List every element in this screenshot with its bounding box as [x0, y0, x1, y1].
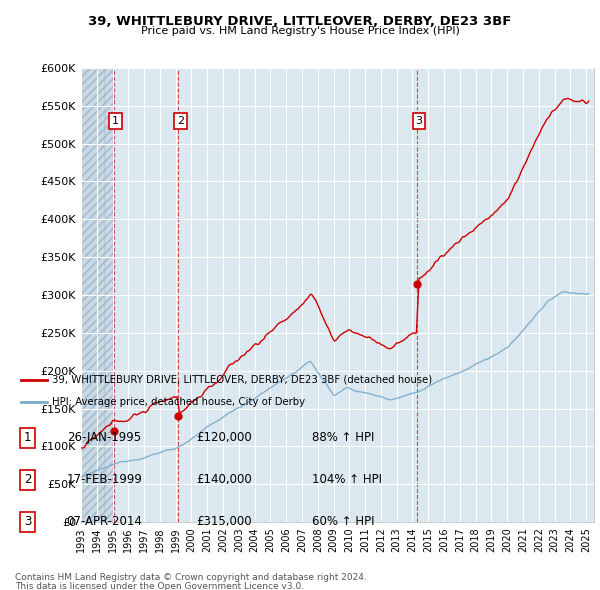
- Text: 1: 1: [24, 431, 31, 444]
- Text: 60% ↑ HPI: 60% ↑ HPI: [311, 515, 374, 528]
- Text: £140,000: £140,000: [196, 473, 252, 486]
- Bar: [104, 68, 113, 522]
- Text: Price paid vs. HM Land Registry's House Price Index (HPI): Price paid vs. HM Land Registry's House …: [140, 26, 460, 36]
- Text: £120,000: £120,000: [196, 431, 252, 444]
- Text: 26-JAN-1995: 26-JAN-1995: [67, 431, 141, 444]
- Text: This data is licensed under the Open Government Licence v3.0.: This data is licensed under the Open Gov…: [15, 582, 304, 590]
- Text: 3: 3: [24, 515, 31, 528]
- Text: 2: 2: [24, 473, 31, 486]
- Text: 39, WHITTLEBURY DRIVE, LITTLEOVER, DERBY, DE23 3BF: 39, WHITTLEBURY DRIVE, LITTLEOVER, DERBY…: [88, 15, 512, 28]
- Text: 104% ↑ HPI: 104% ↑ HPI: [311, 473, 382, 486]
- Text: 07-APR-2014: 07-APR-2014: [67, 515, 143, 528]
- Text: Contains HM Land Registry data © Crown copyright and database right 2024.: Contains HM Land Registry data © Crown c…: [15, 573, 367, 582]
- Text: 17-FEB-1999: 17-FEB-1999: [67, 473, 143, 486]
- Text: 2: 2: [177, 116, 184, 126]
- Text: 3: 3: [415, 116, 422, 126]
- Bar: [81, 68, 104, 522]
- Text: £315,000: £315,000: [196, 515, 252, 528]
- Text: 39, WHITTLEBURY DRIVE, LITTLEOVER, DERBY, DE23 3BF (detached house): 39, WHITTLEBURY DRIVE, LITTLEOVER, DERBY…: [52, 375, 433, 385]
- Text: 1: 1: [112, 116, 119, 126]
- Text: HPI: Average price, detached house, City of Derby: HPI: Average price, detached house, City…: [52, 397, 305, 407]
- Text: 88% ↑ HPI: 88% ↑ HPI: [311, 431, 374, 444]
